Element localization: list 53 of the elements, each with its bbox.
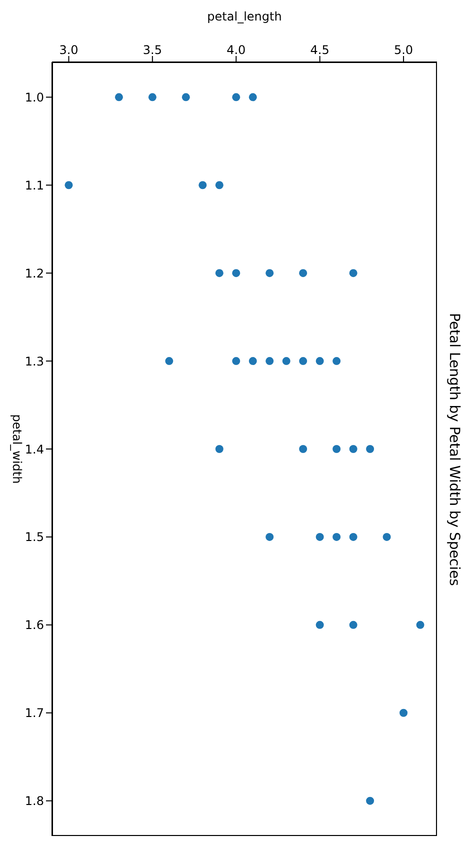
point [266,357,274,366]
point [349,269,358,278]
y-tick-label: 1.8 [24,794,44,808]
point [416,620,424,629]
point [232,357,240,366]
x-tick-label: 3.0 [59,43,78,57]
point [316,357,324,366]
point [299,445,308,453]
point [182,93,190,102]
point [299,357,308,366]
y-tick-label: 1.0 [24,90,44,104]
point [316,620,324,629]
point [64,181,73,190]
point [232,269,240,278]
x-tick-label: 3.5 [142,43,162,57]
y-tick-label: 1.6 [24,618,44,632]
point [349,532,358,541]
point [282,357,290,366]
point [366,445,374,453]
y-tick-label: 1.5 [24,530,44,544]
point [349,620,358,629]
point [332,532,341,541]
x-tick-label: 4.5 [310,43,330,57]
text: Petal Length by Petal Width by Species [446,312,462,586]
point [349,445,358,453]
point [148,93,156,102]
point [232,93,240,102]
y-tick-label: 1.2 [24,266,44,280]
point [366,796,374,805]
x-tick-label: 4.0 [226,43,246,57]
point [266,532,274,541]
point [299,269,308,278]
point [114,93,123,102]
y-tick-label: 1.1 [24,178,44,192]
x-tick-label: 5.0 [394,43,414,57]
x-axis-title: petal_length [207,10,282,24]
point [198,181,207,190]
point [316,532,324,541]
point [215,445,224,453]
point [248,357,257,366]
y-tick-label: 1.4 [24,442,44,456]
y-tick-label: 1.3 [24,354,44,368]
y-axis-title: petal_width [10,414,24,484]
point [332,445,341,453]
point [332,357,341,366]
y-tick-label: 1.7 [24,706,44,720]
point [382,532,391,541]
point [215,269,224,278]
point [266,269,274,278]
point [215,181,224,190]
point [248,93,257,102]
point [400,708,408,717]
point [165,357,174,366]
